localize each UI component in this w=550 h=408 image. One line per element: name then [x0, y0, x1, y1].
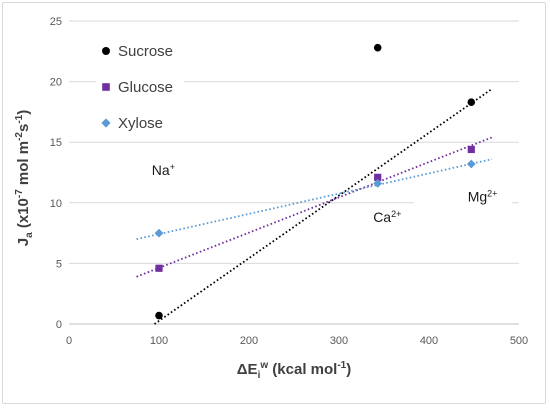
y-tick-label-15: 15	[50, 137, 62, 149]
x-tick-label-300: 300	[330, 335, 348, 347]
point-sucrose-2	[467, 98, 476, 107]
x-tick-label-500: 500	[510, 335, 528, 347]
point-xylose-2	[466, 159, 476, 169]
y-tick-label-25: 25	[50, 16, 62, 28]
trendlines	[136, 88, 493, 325]
x-axis-title: ΔEiw (kcal mol-1)	[237, 360, 351, 381]
x-tick-label-200: 200	[240, 335, 258, 347]
legend-label-xylose: Xylose	[118, 115, 163, 132]
label-backgrounds	[96, 78, 512, 206]
x-tick-labels: 0 100 200 300 400 500	[66, 335, 528, 347]
legend-label-sucrose: Sucrose	[118, 43, 173, 60]
legend-marker-glucose	[102, 83, 110, 91]
annotation-na: Na+	[152, 162, 175, 178]
legend: Sucrose Glucose Xylose	[101, 43, 173, 132]
point-xylose-0	[154, 228, 164, 238]
legend-marker-sucrose	[102, 47, 110, 55]
y-tick-label-20: 20	[50, 77, 62, 89]
ion-annotations: Na+ Ca2+ Mg2+	[152, 162, 498, 225]
legend-marker-xylose	[101, 118, 111, 128]
annotation-mg: Mg2+	[468, 189, 498, 205]
point-glucose-1	[374, 173, 382, 181]
y-tick-labels: 0 5 10 15 20 25	[50, 16, 62, 331]
annotation-ca: Ca2+	[373, 209, 401, 225]
mg-label-background	[414, 199, 512, 206]
point-xylose-1	[373, 179, 383, 188]
y-tick-label-5: 5	[56, 258, 62, 270]
trendline-sucrose	[153, 88, 493, 325]
trendline-glucose	[136, 136, 493, 278]
legend-label-glucose: Glucose	[118, 79, 173, 96]
y-tick-label-10: 10	[50, 198, 62, 210]
x-tick-label-400: 400	[420, 335, 438, 347]
y-axis-title: Ja (x10-7 mol m-2s-1)	[14, 110, 35, 247]
point-sucrose-1	[373, 43, 382, 52]
point-sucrose-0	[155, 311, 163, 320]
point-glucose-0	[155, 264, 163, 272]
data-points	[154, 43, 476, 320]
point-glucose-2	[467, 145, 475, 154]
x-tick-label-0: 0	[66, 335, 72, 347]
x-tick-label-100: 100	[150, 335, 168, 347]
y-tick-label-0: 0	[56, 319, 62, 331]
legend-background	[96, 78, 184, 85]
trendline-xylose	[136, 158, 493, 241]
